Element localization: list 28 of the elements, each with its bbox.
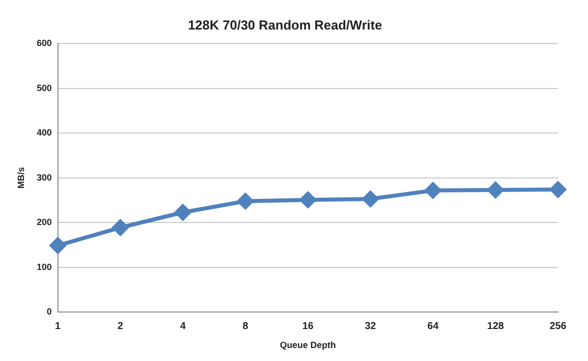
point [487,182,504,198]
point [550,182,566,198]
x-tick-label: 1 [55,320,62,332]
x-tick-label: 32 [364,320,376,332]
point [174,204,191,220]
x-tick-label: 16 [302,320,314,332]
point [300,192,316,208]
point [362,190,378,207]
y-tick-label: 200 [36,217,52,228]
x-tick-label: 8 [242,320,249,332]
x-tick-label: 128 [487,320,504,332]
point [112,220,128,236]
x-tick-label: 4 [180,320,186,332]
y-tick-label: 500 [36,82,52,93]
y-tick-label: 100 [36,262,52,272]
x-axis-title: Queue Depth [280,340,336,350]
y-tick-label: 400 [36,128,52,138]
x-tick-label: 2 [118,320,124,332]
y-tick-label: 600 [36,38,52,48]
chart-title: 128K 70/30 Random Read/Write [188,17,382,32]
x-tick-label: 256 [550,320,567,332]
point [424,182,441,198]
y-tick-label: 300 [36,172,52,182]
point [50,238,66,254]
x-tick-label: 64 [427,320,439,332]
y-axis-title: MB/s [16,167,26,189]
point [237,193,254,210]
y-tick-label: 0 [46,306,52,317]
